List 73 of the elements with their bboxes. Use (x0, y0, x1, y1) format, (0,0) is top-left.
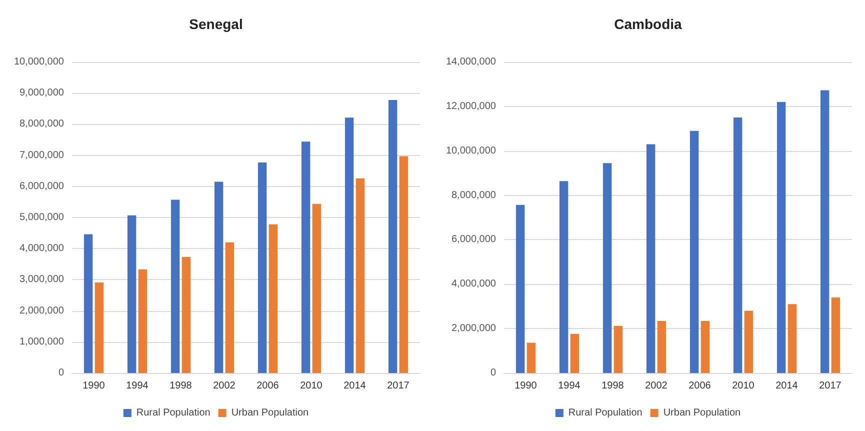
x-tick-label: 1998 (170, 380, 192, 392)
bar (614, 326, 623, 373)
legend-label: Urban Population (663, 408, 741, 418)
bar (344, 118, 354, 373)
bar (776, 102, 786, 373)
legend-label: Urban Population (231, 408, 309, 418)
y-tick-label: 6,000,000 (452, 234, 496, 246)
y-tick-label: 2,000,000 (452, 323, 496, 334)
chart-title: Cambodia (614, 16, 682, 32)
y-tick-label: 8,000,000 (452, 190, 496, 201)
y-tick-label: 6,000,000 (20, 180, 64, 192)
bar (258, 162, 267, 373)
x-tick-label: 1994 (558, 380, 581, 392)
bar (84, 234, 93, 373)
y-tick-label: 0 (490, 368, 496, 378)
x-tick-label: 1990 (514, 380, 538, 392)
x-tick-label: 2014 (344, 380, 366, 392)
bar (214, 182, 224, 373)
bar (182, 256, 191, 373)
y-tick-label: 14,000,000 (446, 56, 496, 68)
y-tick-label: 4,000,000 (452, 278, 496, 290)
y-tick-label: 4,000,000 (20, 243, 64, 254)
bar (820, 90, 830, 373)
bar (268, 224, 278, 373)
legend-label: Rural Population (136, 408, 210, 418)
bar (733, 118, 742, 373)
x-tick-label: 2002 (213, 380, 236, 392)
y-tick-label: 1,000,000 (20, 336, 64, 348)
bar (225, 242, 234, 373)
y-tick-label: 3,000,000 (20, 274, 64, 286)
x-tick-label: 2014 (776, 380, 798, 392)
bar (399, 156, 408, 373)
bar (831, 297, 840, 373)
y-tick-label: 5,000,000 (20, 212, 64, 223)
chart-title: Senegal (189, 16, 243, 32)
bar (788, 304, 797, 373)
x-tick-label: 1998 (602, 380, 624, 392)
x-tick-label: 2010 (300, 380, 323, 392)
bar (690, 130, 699, 373)
y-tick-label: 0 (58, 368, 64, 378)
y-tick-label: 12,000,000 (446, 100, 496, 112)
y-tick-label: 7,000,000 (20, 150, 64, 161)
bar (744, 310, 754, 373)
x-tick-label: 2017 (387, 380, 410, 392)
bar (570, 334, 580, 373)
x-tick-label: 2010 (732, 380, 755, 392)
bar (312, 204, 322, 373)
y-tick-label: 9,000,000 (20, 88, 64, 99)
bar (602, 163, 612, 373)
x-tick-label: 1994 (126, 380, 149, 392)
bar (516, 204, 525, 373)
bar (138, 269, 148, 373)
x-tick-label: 2006 (256, 380, 280, 392)
bar (559, 181, 568, 373)
bar (94, 282, 104, 373)
bar (700, 321, 710, 373)
x-tick-label: 2006 (688, 380, 712, 392)
bar (170, 200, 180, 373)
legend-label: Rural Population (568, 408, 642, 418)
y-tick-label: 2,000,000 (20, 305, 64, 316)
bar (356, 178, 365, 373)
bar (657, 321, 666, 373)
bar (526, 342, 536, 373)
x-tick-label: 1990 (82, 380, 106, 392)
bar (301, 142, 310, 373)
bar (127, 215, 136, 373)
x-tick-label: 2002 (645, 380, 668, 392)
bar (388, 100, 398, 373)
y-tick-label: 8,000,000 (20, 118, 64, 130)
y-tick-label: 10,000,000 (446, 145, 496, 156)
y-tick-label: 10,000,000 (14, 56, 64, 68)
x-tick-label: 2017 (819, 380, 842, 392)
bar (646, 144, 656, 373)
